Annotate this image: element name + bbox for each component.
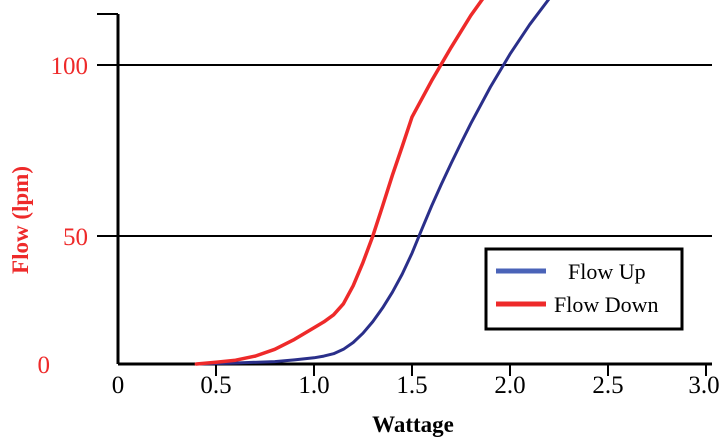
- x-tick-label-2.5: 2.5: [592, 372, 623, 399]
- y-tick-labels: 100 50 0: [38, 53, 89, 379]
- series-lines: [194, 0, 551, 366]
- legend-label-flow-down: Flow Down: [554, 292, 659, 317]
- x-tick-label-0: 0: [112, 372, 125, 399]
- y-tick-label-100: 100: [51, 53, 89, 80]
- legend-label-flow-up: Flow Up: [568, 259, 646, 284]
- x-tick-label-2.0: 2.0: [494, 372, 525, 399]
- y-tick-label-0: 0: [38, 352, 51, 379]
- x-ticks: [215, 364, 707, 376]
- gridlines: [97, 64, 712, 237]
- x-tick-label-3.0: 3.0: [688, 372, 719, 399]
- x-tick-label-1.5: 1.5: [396, 372, 427, 399]
- legend: Flow Up Flow Down: [484, 247, 684, 331]
- series-line-flow-up: [194, 0, 551, 366]
- series-line-flow-down: [194, 0, 485, 366]
- x-tick-label-0.5: 0.5: [200, 372, 231, 399]
- x-tick-labels: 0 0.5 1.0 1.5 2.0 2.5 3.0: [112, 372, 719, 399]
- y-tick-label-50: 50: [63, 224, 88, 251]
- y-axis-title: Flow (lpm): [8, 166, 33, 274]
- x-tick-label-1.0: 1.0: [298, 372, 329, 399]
- x-axis-title: Wattage: [372, 412, 454, 437]
- legend-box: [484, 247, 684, 331]
